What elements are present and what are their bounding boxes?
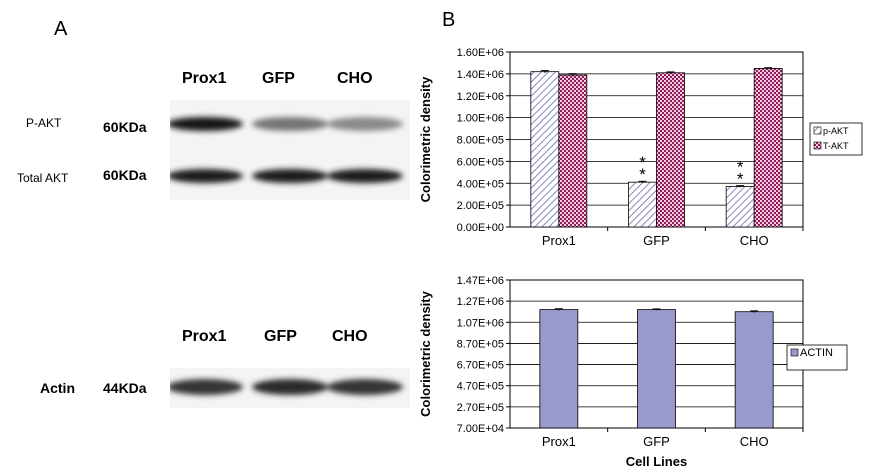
y-tick-label: 8.70E+05 [457, 338, 504, 350]
y-tick-label: 4.00E+05 [457, 178, 504, 190]
legend-swatch [790, 348, 799, 357]
y-tick-label: 1.60E+06 [457, 47, 504, 59]
bar-p-akt-prox1 [530, 71, 560, 228]
lane-label-prox1: Prox1 [182, 70, 227, 87]
legend-label: p-AKT [823, 126, 849, 136]
y-tick-label: 7.00E+04 [457, 423, 504, 435]
legend-label: ACTIN [800, 347, 833, 359]
x-tick-label: GFP [643, 233, 670, 248]
total-akt-bands [170, 169, 403, 183]
y-tick-label: 2.70E+05 [457, 402, 504, 414]
y-axis-title: Colorimetric density [418, 76, 433, 202]
row-label-p-akt: P-AKT [26, 116, 62, 130]
western-blot-akt [170, 100, 410, 200]
chart-actin: 7.00E+04 2.70E+05 4.70E+05 6.70E+05 8.70E+05… [418, 275, 848, 469]
p-akt-band-3 [327, 117, 403, 131]
y-tick-label: 1.00E+06 [457, 113, 504, 125]
x-tick-label: Prox1 [542, 233, 576, 248]
x-tick-label: Prox1 [542, 434, 576, 449]
kda-total-akt: 60KDa [103, 167, 147, 183]
total-akt-band-1 [170, 169, 243, 183]
total-akt-band-2 [252, 169, 328, 183]
bar-actin-cho [734, 311, 774, 429]
y-tick-label: 2.00E+05 [457, 200, 504, 212]
p-akt-band-2 [252, 117, 328, 131]
bar-t-akt-gfp [656, 72, 685, 228]
y-tick-label: 6.70E+05 [457, 360, 504, 372]
actin-lane-label-cho: CHO [332, 328, 368, 345]
kda-actin: 44KDa [103, 380, 147, 396]
y-tick-label: 1.40E+06 [457, 69, 504, 81]
actin-band-2 [252, 379, 328, 395]
western-blot-actin [170, 368, 410, 408]
y-tick-label: 4.70E+05 [457, 381, 504, 393]
legend-swatch [813, 141, 822, 150]
y-tick-label: 8.00E+05 [457, 135, 504, 147]
p-akt-band-1 [170, 117, 243, 131]
bar-actin-prox1 [539, 309, 579, 429]
actin-lane-label-prox1: Prox1 [182, 328, 227, 345]
lane-label-gfp: GFP [262, 70, 295, 87]
actin-bands [170, 379, 403, 395]
x-tick-label: CHO [740, 233, 769, 248]
total-akt-band-3 [327, 169, 403, 183]
y-tick-label: 0.00E+00 [457, 222, 504, 234]
actin-lane-label-gfp: GFP [264, 328, 297, 345]
significance-marker: * [639, 153, 646, 172]
actin-band-3 [327, 379, 403, 395]
bar-t-akt-prox1 [558, 74, 588, 228]
bar-p-akt-cho [725, 186, 755, 228]
row-label-total-akt: Total AKT [17, 171, 69, 185]
x-tick-label: GFP [643, 434, 670, 449]
significance-marker: * [737, 158, 744, 177]
panel-a-label: A [54, 18, 68, 40]
y-tick-label: 1.47E+06 [457, 275, 504, 287]
y-axis-title: Colorimetric density [418, 290, 433, 416]
bar-p-akt-gfp [628, 181, 657, 228]
kda-p-akt: 60KDa [103, 119, 147, 135]
y-tick-label: 6.00E+05 [457, 156, 504, 168]
lane-label-cho: CHO [337, 70, 373, 87]
chart-akt: 0.00E+00 2.00E+05 4.00E+05 6.00E+05 8.00E+05… [418, 47, 863, 248]
y-tick-label: 1.20E+06 [457, 91, 504, 103]
row-label-actin: Actin [40, 380, 75, 396]
significance-marker: * [737, 170, 744, 189]
actin-band-1 [170, 379, 243, 395]
panel-b-label: B [442, 9, 456, 31]
bar-t-akt-cho [753, 68, 783, 228]
y-tick-label: 1.27E+06 [457, 296, 504, 308]
significance-marker: * [639, 165, 646, 184]
x-tick-label: CHO [740, 434, 769, 449]
legend-swatch [813, 126, 822, 135]
bar-actin-gfp [637, 309, 676, 429]
y-tick-label: 1.07E+06 [457, 317, 504, 329]
p-akt-bands [170, 117, 403, 131]
legend-label: T-AKT [823, 141, 849, 151]
x-axis-title: Cell Lines [626, 454, 687, 469]
